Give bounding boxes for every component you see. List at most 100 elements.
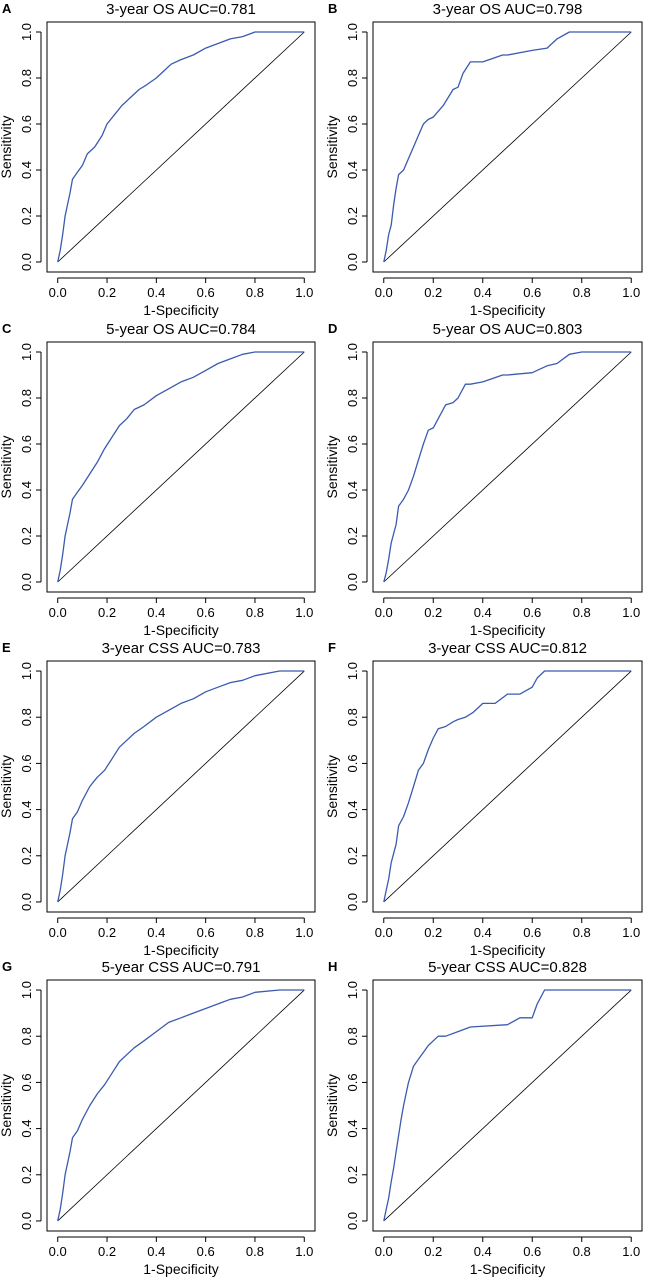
x-tick-label: 0.6 bbox=[197, 1244, 215, 1259]
x-tick-label: 0.2 bbox=[98, 605, 116, 620]
y-tick-label: 0.6 bbox=[345, 115, 360, 133]
x-tick-label: 0.0 bbox=[49, 285, 67, 300]
reference-diagonal-line bbox=[57, 670, 305, 903]
y-tick-label: 0.4 bbox=[19, 481, 34, 499]
x-tick-label: 0.0 bbox=[49, 925, 67, 940]
y-tick-label: 0.6 bbox=[345, 435, 360, 453]
x-tick-label: 0.2 bbox=[424, 1244, 442, 1259]
x-tick-label: 0.8 bbox=[573, 285, 591, 300]
y-tick-label: 0.2 bbox=[345, 847, 360, 865]
y-tick-label: 0.0 bbox=[345, 1212, 360, 1230]
chart-title: 3-year OS AUC=0.781 bbox=[106, 1, 256, 18]
plot-frame bbox=[46, 660, 316, 913]
x-tick-label: 0.6 bbox=[523, 925, 541, 940]
y-tick-label: 1.0 bbox=[345, 343, 360, 361]
x-tick-label: 0.2 bbox=[98, 285, 116, 300]
panel-h: H 5-year CSS AUC=0.828 0.0 0.2 0.4 0.6 0.8 1.0 0… bbox=[324, 959, 643, 1277]
chart-title: 5-year CSS AUC=0.828 bbox=[428, 959, 587, 976]
panel-letter: F bbox=[328, 640, 336, 655]
y-axis-label: Sensitivity bbox=[0, 1074, 14, 1137]
x-tick-label: 1.0 bbox=[622, 925, 640, 940]
x-tick-label: 0.0 bbox=[49, 605, 67, 620]
y-tick-label: 0.0 bbox=[19, 893, 34, 911]
y-axis-label: Sensitivity bbox=[0, 435, 14, 498]
y-tick-label: 0.0 bbox=[19, 253, 34, 271]
x-tick-label: 0.8 bbox=[246, 285, 264, 300]
x-tick-label: 1.0 bbox=[295, 285, 313, 300]
plot-frame bbox=[372, 660, 643, 913]
x-axis-label: 1-Specificity bbox=[470, 942, 545, 958]
y-tick-label: 0.6 bbox=[345, 1073, 360, 1091]
y-tick-label: 1.0 bbox=[345, 662, 360, 680]
x-tick-label: 0.4 bbox=[474, 605, 492, 620]
y-axis-label: Sensitivity bbox=[324, 435, 340, 498]
y-tick-label: 0.2 bbox=[345, 1166, 360, 1184]
chart-title: 5-year OS AUC=0.784 bbox=[106, 321, 256, 338]
y-tick-label: 0.0 bbox=[19, 1212, 34, 1230]
x-tick-label: 0.4 bbox=[147, 925, 165, 940]
x-tick-label: 0.2 bbox=[98, 1244, 116, 1259]
x-axis-label: 1-Specificity bbox=[470, 1261, 545, 1277]
y-tick-label: 0.0 bbox=[19, 573, 34, 591]
y-tick-label: 0.0 bbox=[345, 893, 360, 911]
panel-g: G 5-year CSS AUC=0.791 0.0 0.2 0.4 0.6 0.8 1.0 0… bbox=[0, 959, 316, 1277]
y-tick-label: 0.4 bbox=[19, 1120, 34, 1138]
x-tick-label: 0.0 bbox=[375, 285, 393, 300]
chart-title: 5-year OS AUC=0.803 bbox=[433, 321, 583, 338]
x-tick-label: 1.0 bbox=[622, 605, 640, 620]
reference-diagonal-line bbox=[383, 31, 632, 263]
roc-curve bbox=[383, 31, 632, 263]
x-tick-label: 0.6 bbox=[523, 285, 541, 300]
y-axis-label: Sensitivity bbox=[324, 755, 340, 818]
y-tick-label: 0.4 bbox=[19, 161, 34, 179]
x-tick-label: 0.2 bbox=[424, 605, 442, 620]
x-tick-label: 1.0 bbox=[295, 925, 313, 940]
x-tick-label: 0.0 bbox=[375, 605, 393, 620]
panel-letter: D bbox=[328, 321, 337, 336]
y-tick-label: 0.8 bbox=[345, 708, 360, 726]
y-tick-label: 0.2 bbox=[19, 847, 34, 865]
x-tick-label: 0.6 bbox=[197, 605, 215, 620]
x-tick-label: 0.4 bbox=[147, 605, 165, 620]
panel-letter: H bbox=[328, 959, 337, 974]
y-tick-label: 0.4 bbox=[345, 161, 360, 179]
plot-frame bbox=[372, 979, 643, 1232]
panel-a: A 3-year OS AUC=0.781 0.0 0.2 0.4 0.6 0.8 1.0 0.… bbox=[0, 1, 316, 318]
y-tick-label: 1.0 bbox=[19, 343, 34, 361]
y-axis-label: Sensitivity bbox=[324, 115, 340, 178]
y-axis-label: Sensitivity bbox=[324, 1074, 340, 1137]
y-tick-label: 0.4 bbox=[19, 801, 34, 819]
y-tick-label: 0.8 bbox=[345, 69, 360, 87]
y-tick-label: 0.0 bbox=[345, 573, 360, 591]
roc-curve bbox=[383, 351, 632, 583]
plot-frame bbox=[46, 21, 316, 273]
y-tick-label: 0.8 bbox=[345, 389, 360, 407]
x-tick-label: 0.8 bbox=[246, 925, 264, 940]
x-tick-label: 0.0 bbox=[375, 925, 393, 940]
roc-curve bbox=[383, 670, 632, 903]
y-tick-label: 1.0 bbox=[345, 23, 360, 41]
x-tick-label: 0.6 bbox=[197, 925, 215, 940]
y-tick-label: 0.6 bbox=[19, 754, 34, 772]
x-tick-label: 0.8 bbox=[246, 605, 264, 620]
y-tick-label: 1.0 bbox=[19, 662, 34, 680]
y-tick-label: 0.8 bbox=[19, 708, 34, 726]
reference-diagonal-line bbox=[57, 351, 305, 583]
roc-curve bbox=[57, 31, 305, 263]
y-tick-label: 0.6 bbox=[345, 754, 360, 772]
y-tick-label: 0.8 bbox=[345, 1027, 360, 1045]
panel-d: D 5-year OS AUC=0.803 0.0 0.2 0.4 0.6 0.8 1.0 0.… bbox=[324, 321, 643, 638]
y-tick-label: 0.2 bbox=[19, 1166, 34, 1184]
y-tick-label: 0.4 bbox=[345, 1120, 360, 1138]
y-tick-label: 0.6 bbox=[19, 1073, 34, 1091]
x-tick-label: 0.0 bbox=[49, 1244, 67, 1259]
chart-title: 3-year CSS AUC=0.783 bbox=[102, 640, 261, 657]
x-tick-label: 0.4 bbox=[147, 1244, 165, 1259]
y-tick-label: 1.0 bbox=[345, 981, 360, 999]
plot-frame bbox=[372, 341, 643, 593]
x-tick-label: 0.8 bbox=[246, 1244, 264, 1259]
chart-title: 3-year CSS AUC=0.812 bbox=[428, 640, 587, 657]
x-axis-label: 1-Specificity bbox=[470, 622, 545, 638]
y-tick-label: 0.4 bbox=[345, 481, 360, 499]
panel-letter: C bbox=[2, 321, 12, 336]
